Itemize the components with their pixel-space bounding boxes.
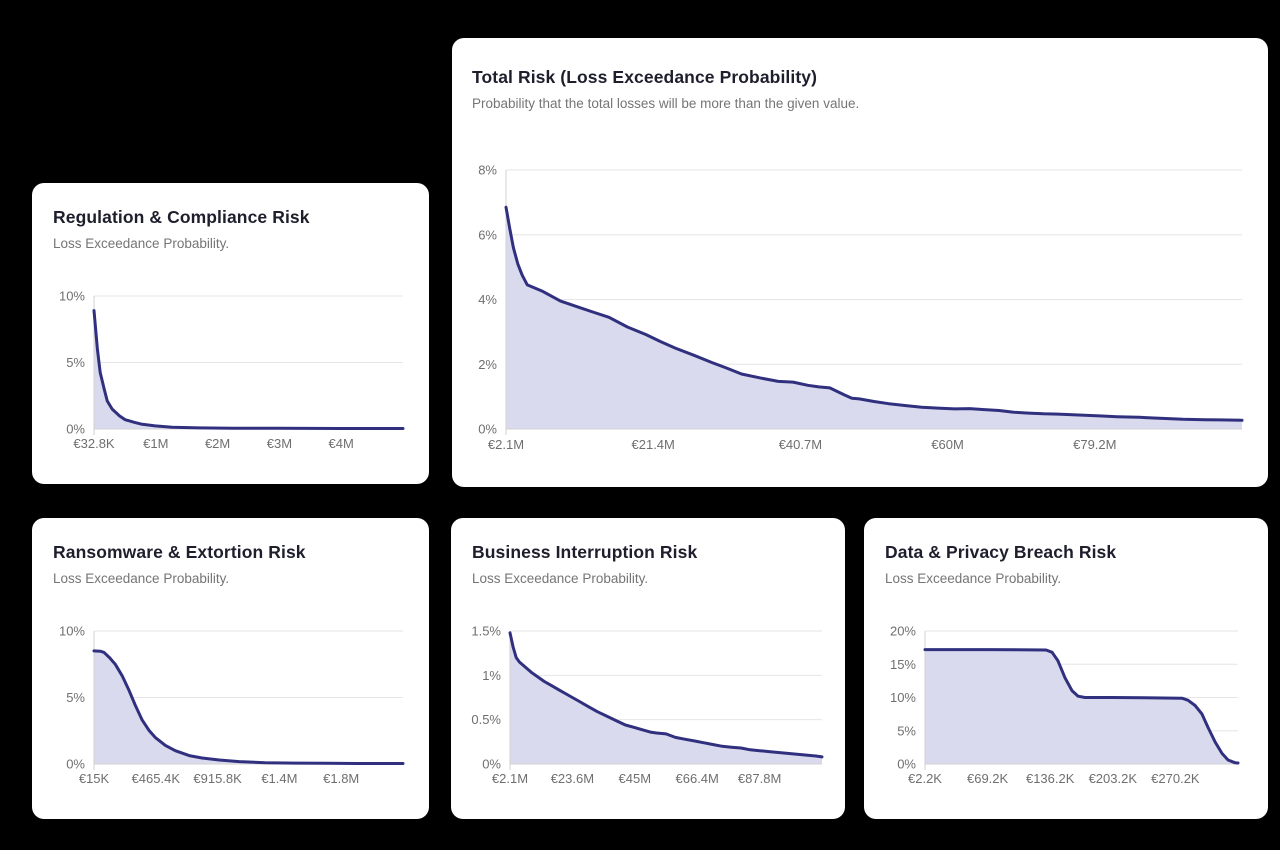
regulation-compliance-chart[interactable]: 10% 5% 0%€32.8K €1M €2M €3M €4M: [32, 183, 429, 484]
card-subtitle: Probability that the total losses will b…: [472, 96, 860, 111]
svg-text:0%: 0%: [66, 422, 85, 437]
svg-text:5%: 5%: [897, 723, 916, 738]
svg-text:10%: 10%: [59, 624, 85, 639]
svg-text:4%: 4%: [478, 292, 497, 307]
svg-text:15%: 15%: [890, 657, 916, 672]
svg-text:€1.8M: €1.8M: [323, 771, 359, 786]
svg-text:€203.2K: €203.2K: [1089, 771, 1138, 786]
card-subtitle: Loss Exceedance Probability.: [472, 571, 649, 586]
series-line: [504, 205, 1244, 422]
card-total-risk: Total Risk (Loss Exceedance Probability)…: [452, 38, 1268, 487]
data-privacy-breach-chart[interactable]: 20% 15% 10% 5% 0%€2.2K €69.2K €136.2K €203.2K €2…: [864, 518, 1268, 819]
area-fill: [506, 207, 1242, 429]
svg-text:€69.2K: €69.2K: [967, 771, 1009, 786]
svg-text:6%: 6%: [478, 227, 497, 242]
series-line: [92, 309, 405, 430]
svg-text:€465.4K: €465.4K: [132, 771, 181, 786]
svg-text:0%: 0%: [66, 757, 85, 772]
svg-text:0%: 0%: [478, 422, 497, 437]
area-fill: [94, 650, 403, 764]
series-line: [923, 648, 1240, 765]
svg-text:5%: 5%: [66, 690, 85, 705]
card-title: Regulation & Compliance Risk: [53, 207, 310, 227]
svg-text:€87.8M: €87.8M: [738, 771, 781, 786]
card-subtitle: Loss Exceedance Probability.: [53, 571, 230, 586]
card-subtitle: Loss Exceedance Probability.: [885, 571, 1062, 586]
card-title: Total Risk (Loss Exceedance Probability): [472, 67, 818, 87]
svg-text:€3M: €3M: [267, 436, 292, 451]
svg-text:€2.1M: €2.1M: [488, 437, 524, 452]
series-line: [92, 649, 405, 765]
svg-text:10%: 10%: [59, 289, 85, 304]
svg-text:€136.2K: €136.2K: [1026, 771, 1075, 786]
card-regulation-compliance-risk: Regulation & Compliance Risk Loss Exceed…: [32, 183, 429, 484]
area-fill: [94, 310, 403, 429]
svg-text:€32.8K: €32.8K: [73, 436, 115, 451]
area-fill: [925, 649, 1238, 764]
svg-text:€66.4M: €66.4M: [676, 771, 719, 786]
card-title: Data & Privacy Breach Risk: [885, 542, 1117, 562]
svg-text:10%: 10%: [890, 690, 916, 705]
svg-text:20%: 20%: [890, 624, 916, 639]
svg-text:0%: 0%: [897, 757, 916, 772]
svg-text:€2.2K: €2.2K: [908, 771, 942, 786]
svg-text:€79.2M: €79.2M: [1073, 437, 1116, 452]
svg-text:€2.1M: €2.1M: [492, 771, 528, 786]
svg-text:0.5%: 0.5%: [471, 712, 501, 727]
card-ransomware-extortion-risk: Ransomware & Extortion Risk Loss Exceeda…: [32, 518, 429, 819]
svg-text:0%: 0%: [482, 757, 501, 772]
business-interruption-chart[interactable]: 1.5% 1% 0.5% 0%€2.1M €23.6M €45M €66.4M €87.8M: [451, 518, 845, 819]
card-title: Business Interruption Risk: [472, 542, 698, 562]
svg-text:€45M: €45M: [619, 771, 652, 786]
svg-text:1.5%: 1.5%: [471, 624, 501, 639]
svg-text:2%: 2%: [478, 357, 497, 372]
svg-text:1%: 1%: [482, 668, 501, 683]
svg-text:€1.4M: €1.4M: [261, 771, 297, 786]
svg-text:€60M: €60M: [931, 437, 964, 452]
ransomware-extortion-chart[interactable]: 10% 5% 0%€15K €465.4K €915.8K €1.4M €1.8M: [32, 518, 429, 819]
series-line: [508, 631, 824, 759]
svg-text:€40.7M: €40.7M: [779, 437, 822, 452]
svg-text:5%: 5%: [66, 355, 85, 370]
svg-text:€21.4M: €21.4M: [632, 437, 675, 452]
svg-text:€270.2K: €270.2K: [1151, 771, 1200, 786]
card-subtitle: Loss Exceedance Probability.: [53, 236, 230, 251]
area-fill: [510, 632, 822, 764]
svg-text:€15K: €15K: [79, 771, 110, 786]
svg-text:€23.6M: €23.6M: [551, 771, 594, 786]
card-business-interruption-risk: Business Interruption Risk Loss Exceedan…: [451, 518, 845, 819]
card-data-privacy-breach-risk: Data & Privacy Breach Risk Loss Exceedan…: [864, 518, 1268, 819]
svg-text:8%: 8%: [478, 163, 497, 178]
card-title: Ransomware & Extortion Risk: [53, 542, 306, 562]
total-risk-chart[interactable]: 8% 6% 4% 2% 0%€2.1M €21.4M €40.7M €60M €79.2M: [452, 38, 1268, 487]
svg-text:€915.8K: €915.8K: [193, 771, 242, 786]
svg-text:€4M: €4M: [329, 436, 354, 451]
svg-text:€1M: €1M: [143, 436, 168, 451]
svg-text:€2M: €2M: [205, 436, 230, 451]
